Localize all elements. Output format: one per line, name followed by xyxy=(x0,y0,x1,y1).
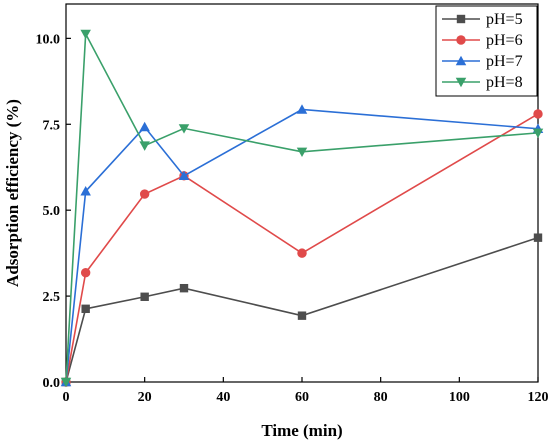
data-point xyxy=(139,189,150,199)
axes: 0 20 40 60 80 100 120 0.0 2.5 5.0 7.5 10.0 xyxy=(36,32,549,405)
x-tick-label: 80 xyxy=(374,390,388,405)
data-point xyxy=(178,170,190,181)
x-tick-label: 120 xyxy=(528,390,549,405)
series-line xyxy=(65,30,539,383)
legend-item: pH=6 xyxy=(442,32,523,49)
data-point xyxy=(60,377,72,388)
legend-item: pH=5 xyxy=(442,11,523,28)
legend-marker xyxy=(455,55,467,66)
series-line xyxy=(65,236,539,383)
data-point xyxy=(296,147,308,158)
data-point xyxy=(296,104,308,114)
data-point xyxy=(533,109,543,119)
y-tick-label: 0.0 xyxy=(43,376,61,391)
data-point xyxy=(533,233,543,242)
data-point xyxy=(178,124,190,134)
series-pH=7 xyxy=(60,104,544,387)
x-axis-title: Time (min) xyxy=(261,421,342,440)
legend-label: pH=5 xyxy=(486,11,523,28)
legend-label: pH=8 xyxy=(486,74,523,91)
x-tick-label: 60 xyxy=(295,390,309,405)
legend-item: pH=7 xyxy=(442,53,523,70)
y-tick-label: 2.5 xyxy=(43,290,61,305)
series-pH=8 xyxy=(60,29,544,388)
legend-marker xyxy=(455,77,467,88)
data-point xyxy=(297,311,307,320)
data-point xyxy=(297,248,307,258)
legend: pH=5 pH=6 pH=7 pH=8 xyxy=(435,5,538,97)
y-tick-label: 7.5 xyxy=(43,118,61,133)
series-line xyxy=(65,108,539,383)
x-tick-label: 40 xyxy=(216,390,230,405)
legend-label: pH=7 xyxy=(486,53,523,70)
data-point xyxy=(179,283,189,293)
legend-item: pH=8 xyxy=(442,74,523,91)
data-point xyxy=(80,268,91,278)
data-point xyxy=(139,141,150,151)
data-point xyxy=(81,304,90,314)
legend-marker xyxy=(456,14,466,24)
series-layer xyxy=(60,29,544,388)
data-point xyxy=(80,186,91,196)
x-tick-label: 20 xyxy=(138,390,152,405)
legend-box xyxy=(435,5,538,97)
data-point xyxy=(139,121,150,132)
x-tick-label: 0 xyxy=(63,390,70,405)
series-line xyxy=(65,113,539,383)
data-point xyxy=(140,292,149,301)
legend-marker xyxy=(456,35,466,45)
x-tick-label: 100 xyxy=(449,390,470,405)
data-point xyxy=(532,128,544,139)
legend-label: pH=6 xyxy=(486,32,523,49)
data-point xyxy=(80,29,91,40)
y-tick-label: 5.0 xyxy=(43,204,61,219)
y-tick-label: 10.0 xyxy=(36,32,61,47)
y-axis-title: Adsorption efficiency (%) xyxy=(3,99,22,287)
